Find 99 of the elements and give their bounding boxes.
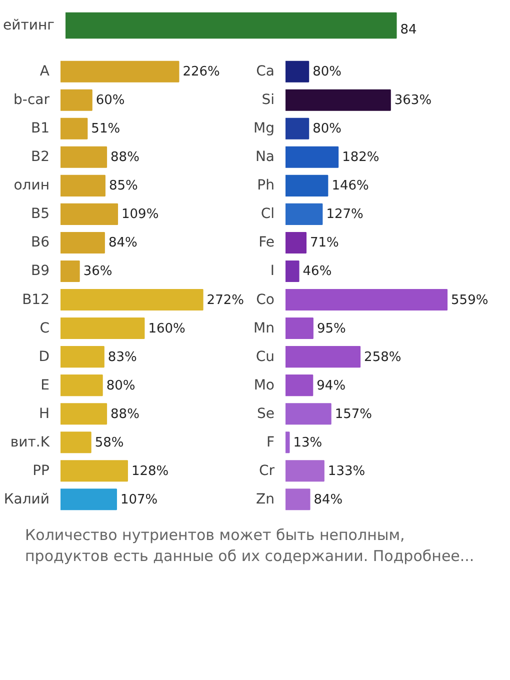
bar bbox=[60, 146, 108, 168]
y-tick-label: B5 bbox=[30, 206, 50, 222]
bar bbox=[60, 260, 80, 282]
y-tick-label: Fe bbox=[258, 234, 275, 251]
y-tick-label: B12 bbox=[22, 292, 50, 308]
y-tick-label: B9 bbox=[30, 263, 50, 280]
data-label: 160% bbox=[148, 321, 186, 336]
data-label: 88% bbox=[110, 150, 140, 166]
bar bbox=[60, 488, 117, 510]
y-tick-label: вит.K bbox=[10, 434, 50, 450]
bar bbox=[286, 146, 339, 168]
data-label: 363% bbox=[394, 93, 432, 108]
bar bbox=[60, 374, 103, 396]
data-label: 84% bbox=[108, 236, 138, 251]
y-tick-label: Ca bbox=[256, 64, 275, 80]
y-tick-label: B2 bbox=[30, 149, 50, 166]
bar bbox=[60, 232, 105, 254]
y-tick-label: Co bbox=[256, 292, 275, 308]
data-label: 80% bbox=[312, 64, 342, 80]
data-label: 272% bbox=[206, 292, 244, 308]
bar bbox=[286, 118, 310, 140]
bar bbox=[60, 318, 145, 340]
data-label: 127% bbox=[326, 207, 364, 222]
bar bbox=[286, 89, 391, 111]
y-tick-label: Ph bbox=[257, 178, 275, 194]
bar bbox=[286, 174, 328, 196]
data-label: 71% bbox=[310, 236, 339, 251]
data-label: 51% bbox=[91, 122, 120, 137]
data-label: 88% bbox=[110, 406, 140, 422]
bar bbox=[286, 346, 361, 368]
y-tick-label: C bbox=[40, 320, 50, 336]
bar bbox=[286, 232, 307, 254]
y-tick-label: F bbox=[266, 434, 275, 450]
data-label: 60% bbox=[96, 93, 125, 108]
data-label: 133% bbox=[328, 464, 366, 479]
bar bbox=[60, 118, 88, 140]
data-label: 128% bbox=[131, 464, 169, 479]
y-tick-label: Mo bbox=[254, 377, 275, 394]
data-label: 36% bbox=[83, 264, 112, 280]
data-label: 146% bbox=[332, 178, 369, 194]
y-tick-label: A bbox=[40, 64, 50, 80]
bar bbox=[60, 89, 92, 111]
bar bbox=[286, 432, 290, 454]
y-tick-label: PP bbox=[32, 462, 50, 479]
data-label: 85% bbox=[108, 178, 138, 194]
data-label: 46% bbox=[302, 264, 332, 280]
y-tick-label: B6 bbox=[30, 234, 50, 251]
data-label: 80% bbox=[106, 378, 136, 394]
y-tick-label: D bbox=[38, 348, 50, 365]
data-label: 13% bbox=[293, 435, 322, 450]
y-tick-label: ейтинг bbox=[3, 18, 55, 34]
bar bbox=[60, 346, 104, 368]
bar bbox=[60, 432, 92, 454]
data-label: 226% bbox=[182, 64, 220, 80]
bar bbox=[60, 288, 204, 311]
y-tick-label: I bbox=[270, 263, 275, 280]
y-tick-label: H bbox=[38, 406, 50, 422]
bar bbox=[286, 318, 314, 340]
data-label: 94% bbox=[316, 378, 346, 394]
bar bbox=[286, 403, 332, 425]
data-label: 84 bbox=[400, 22, 417, 38]
y-tick-label: Zn bbox=[256, 491, 275, 508]
y-tick-label: Si bbox=[262, 92, 275, 108]
data-label: 83% bbox=[108, 350, 137, 365]
y-tick-label: Калий bbox=[4, 491, 50, 508]
bar bbox=[286, 288, 448, 311]
y-tick-label: Cl bbox=[260, 206, 275, 222]
data-label: 157% bbox=[334, 406, 372, 422]
data-label: 182% bbox=[342, 150, 380, 166]
y-tick-label: Cu bbox=[256, 348, 275, 365]
bar bbox=[60, 203, 118, 225]
bar bbox=[60, 460, 128, 482]
bar bbox=[286, 488, 310, 510]
y-tick-label: E bbox=[40, 377, 50, 394]
bar bbox=[286, 260, 300, 282]
data-label: 95% bbox=[316, 321, 346, 336]
data-label: 559% bbox=[451, 292, 488, 308]
bar bbox=[60, 60, 180, 82]
data-label: 84% bbox=[314, 492, 343, 508]
bar bbox=[286, 374, 314, 396]
text: Количество нутриентов может быть неполным, продуктов есть данные об их содержании. Подробнее... bbox=[25, 525, 476, 568]
y-tick-label: b-car bbox=[14, 92, 50, 108]
y-tick-label: Na bbox=[255, 149, 275, 166]
bar bbox=[286, 203, 323, 225]
bar bbox=[286, 460, 324, 482]
y-tick-label: B1 bbox=[30, 120, 50, 137]
y-tick-label: олин bbox=[14, 178, 50, 194]
data-label: 58% bbox=[94, 435, 124, 450]
bar bbox=[60, 174, 106, 196]
y-tick-label: Mg bbox=[254, 120, 275, 137]
data-label: 258% bbox=[364, 350, 402, 365]
data-label: 109% bbox=[122, 207, 159, 222]
bar bbox=[286, 60, 310, 82]
data-label: 80% bbox=[312, 122, 342, 137]
y-tick-label: Se bbox=[257, 406, 274, 422]
y-tick-label: Mn bbox=[254, 320, 274, 336]
data-label: 107% bbox=[120, 492, 158, 508]
y-tick-label: Cr bbox=[258, 462, 275, 479]
bar bbox=[60, 403, 108, 425]
